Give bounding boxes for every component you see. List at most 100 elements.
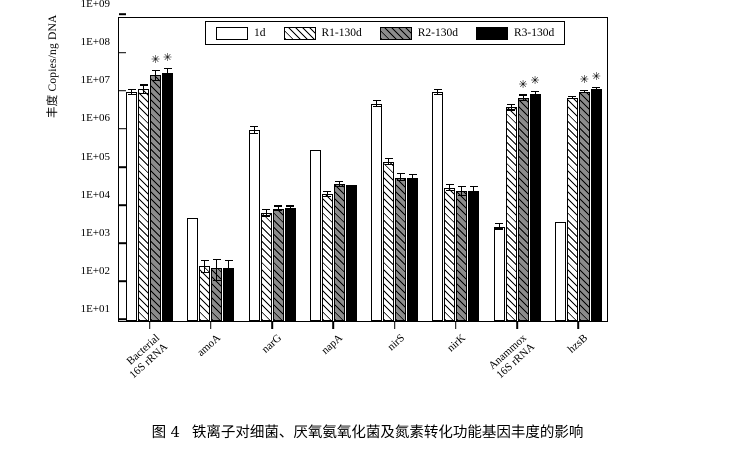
- x-axis-category-label: napA: [319, 332, 346, 357]
- error-bar: [265, 210, 267, 217]
- bar-2-3: [333, 184, 345, 321]
- significance-asterisk: ✳: [530, 74, 540, 88]
- error-bar: [510, 104, 512, 111]
- bar-2-5: [456, 190, 468, 321]
- bar-3-4: [407, 177, 419, 321]
- error-bar: [167, 68, 169, 79]
- caption-number: 图 4: [151, 425, 180, 441]
- error-bar-cap-bottom: [592, 89, 601, 91]
- error-bar-cap-bottom: [335, 185, 344, 187]
- y-axis-tick-mark: [119, 127, 126, 130]
- chart-legend: 1d R1-130d R2-130d R3-130d: [205, 21, 566, 45]
- error-bar-cap-top: [507, 103, 516, 105]
- error-bar: [216, 260, 218, 282]
- significance-asterisk: ✳: [518, 77, 528, 91]
- legend-label: R3-130d: [514, 27, 555, 39]
- error-bar: [388, 158, 390, 166]
- x-axis-category-label: nirK: [444, 332, 468, 355]
- bar-2-2: [272, 208, 284, 321]
- error-bar-cap-top: [323, 190, 332, 192]
- y-axis-tick-mark: [119, 166, 126, 168]
- bar-2-7: [578, 92, 590, 321]
- error-bar-cap-top: [396, 173, 405, 175]
- error-bar: [522, 95, 524, 102]
- caption-text: 铁离子对细菌、厌氧氨氧化菌及氮素转化功能基因丰度的影响: [191, 425, 584, 441]
- error-bar: [412, 175, 414, 182]
- bar-2-4: [395, 177, 407, 321]
- error-bar-cap-top: [212, 259, 221, 261]
- error-bar-cap-top: [408, 173, 417, 176]
- x-axis-category-label: amoA: [194, 332, 223, 359]
- error-bar: [228, 260, 230, 283]
- legend-item-1: R1-130d: [283, 26, 362, 40]
- error-bar-cap-bottom: [568, 98, 577, 100]
- bar-3-3: [345, 184, 357, 321]
- legend-label: 1d: [254, 27, 266, 39]
- error-bar-cap-bottom: [457, 194, 466, 196]
- legend-swatch-hatch-gray: [379, 26, 412, 40]
- x-axis-tick-mark: [577, 321, 580, 329]
- x-axis-category-label: Anammox 16S rRNA: [486, 332, 538, 382]
- x-axis-tick-mark: [148, 321, 151, 329]
- error-bar-cap-bottom: [127, 93, 136, 95]
- error-bar-cap-bottom: [445, 190, 454, 192]
- error-bar-cap-top: [163, 67, 172, 69]
- error-bar: [326, 191, 328, 198]
- error-bar: [143, 85, 145, 94]
- legend-swatch-hatch-white: [283, 26, 316, 40]
- bar-0-4: [371, 103, 383, 321]
- y-axis-tick-mark: [119, 13, 126, 16]
- error-bar-cap-bottom: [286, 209, 295, 211]
- error-bar: [376, 101, 378, 108]
- legend-label: R1-130d: [321, 27, 362, 39]
- error-bar: [437, 89, 439, 96]
- error-bar-cap-top: [445, 183, 454, 185]
- bar-3-5: [468, 190, 480, 321]
- error-bar: [338, 181, 340, 187]
- error-bar-cap-top: [224, 259, 233, 261]
- significance-asterisk: ✳: [591, 70, 601, 84]
- error-bar-cap-top: [531, 90, 540, 93]
- bar-2-6: [517, 98, 529, 321]
- error-bar-cap-bottom: [139, 92, 148, 94]
- bar-2-0: [150, 75, 162, 321]
- y-axis-tick-mark: [119, 242, 126, 244]
- error-bar-cap-bottom: [262, 215, 271, 217]
- y-axis-tick-mark: [119, 204, 126, 206]
- error-bar-cap-top: [262, 208, 271, 211]
- error-bar-cap-bottom: [396, 180, 405, 182]
- bar-1-0: [138, 89, 150, 321]
- error-bar-cap-bottom: [507, 109, 516, 111]
- legend-item-0: 1d: [216, 26, 266, 40]
- bar-0-1: [187, 218, 199, 321]
- error-bar-cap-top: [274, 205, 283, 207]
- error-bar-cap-top: [200, 259, 209, 261]
- x-axis-tick-mark: [393, 321, 396, 329]
- y-axis-tick-label: 1E+06: [80, 112, 110, 125]
- legend-swatch-solid-white: [216, 26, 248, 40]
- legend-item-3: R3-130d: [476, 26, 555, 40]
- error-bar-cap-bottom: [151, 79, 160, 81]
- error-bar-cap-top: [372, 99, 381, 101]
- y-axis-tick-mark: [119, 318, 126, 321]
- bar-0-0: [126, 92, 138, 321]
- bar-1-5: [444, 187, 456, 321]
- error-bar-cap-top: [469, 186, 478, 188]
- error-bar: [461, 186, 463, 196]
- error-bar: [131, 89, 133, 95]
- bar-3-6: [529, 94, 541, 321]
- error-bar-cap-bottom: [408, 179, 417, 182]
- y-axis-tick-label: 1E+08: [80, 36, 110, 49]
- bar-1-1: [199, 265, 211, 321]
- x-axis-tick-mark: [271, 321, 273, 329]
- error-bar-cap-bottom: [531, 94, 540, 97]
- error-bar-cap-bottom: [224, 281, 233, 283]
- y-axis-tick-label: 1E+01: [80, 303, 110, 315]
- y-axis-tick-label: 1E+04: [80, 188, 110, 201]
- y-axis-tick-mark: [119, 280, 126, 283]
- plot-area: 1E+01 1E+02 1E+03 1E+04 1E+05 1E+06 1E+07 1E+08…: [81, 0, 608, 381]
- error-bar-cap-top: [139, 84, 148, 86]
- bar-1-3: [321, 194, 333, 321]
- error-bar-cap-top: [384, 157, 393, 159]
- error-bar-cap-top: [335, 180, 344, 182]
